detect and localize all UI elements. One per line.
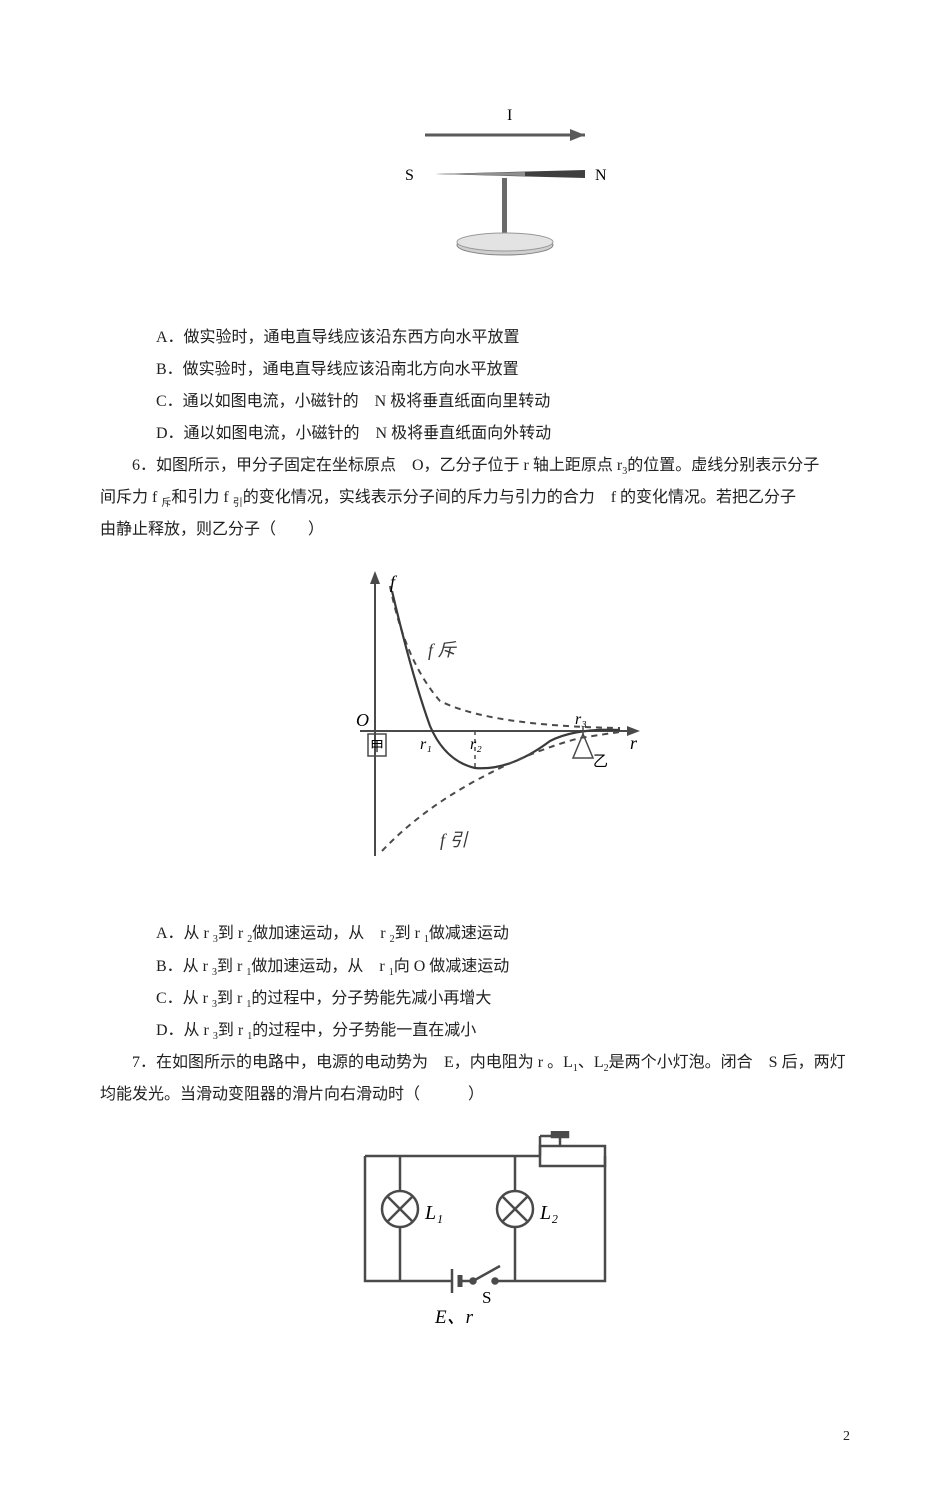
q6-l2bs: 引 [233, 498, 243, 509]
q6-opt-a: A．从 r 3到 r 2做加速运动，从 r 2到 r 1做减速运动 [156, 918, 870, 950]
wire-arrow [570, 129, 585, 141]
q6-l2as: 斥 [161, 498, 171, 509]
label-r2: r₂ [470, 736, 482, 753]
q6-opt-c: C．从 r 3到 r 1的过程中，分子势能先减小再增大 [156, 983, 870, 1015]
compass-needle [435, 170, 585, 178]
stand-pole [502, 178, 507, 238]
q6-svg: f f 斥 f 引 O 甲 r₁ r₂ r₃ r 乙 [320, 566, 650, 876]
page-root: I S N A．做实验时，通电直导线应该沿东西方向水平放置 B．做实验时，通电直… [0, 0, 950, 1491]
label-O: O [356, 710, 369, 730]
q7-figure: L₁ L₂ S E、r [100, 1131, 870, 1343]
label-f-attr: f 引 [440, 830, 470, 850]
q5-opt-c: C．通以如图电流，小磁针的 N 极将垂直纸面向里转动 [156, 386, 870, 418]
label-r: r [630, 733, 638, 753]
q5-figure: I S N [100, 100, 870, 292]
label-f-axis: f [390, 572, 398, 592]
label-N: N [595, 167, 607, 184]
q7-stem-2: 均能发光。当滑动变阻器的滑片向右滑动时（ ） [100, 1079, 870, 1111]
q6-l2a: 间斥力 f [100, 489, 161, 506]
q5-svg: I S N [345, 100, 625, 280]
label-l2: L₂ [539, 1202, 558, 1224]
label-I: I [507, 107, 512, 124]
page-number: 2 [100, 1423, 870, 1451]
q6-l1a: 6．如图所示，甲分子固定在坐标原点 O，乙分子位于 r 轴上距原点 r [132, 457, 622, 474]
q5-opt-a: A．做实验时，通电直导线应该沿东西方向水平放置 [156, 322, 870, 354]
q6-stem-2: 间斥力 f 斥和引力 f 引的变化情况，实线表示分子间的斥力与引力的合力 f 的… [100, 482, 870, 514]
q6-l2c: 的变化情况，实线表示分子间的斥力与引力的合力 f 的变化情况。若把乙分子 [243, 489, 796, 506]
label-er: E、r [434, 1307, 474, 1328]
q6-stem-3: 由静止释放，则乙分子（ ） [100, 514, 870, 546]
q5-options: A．做实验时，通电直导线应该沿东西方向水平放置 B．做实验时，通电直导线应该沿南… [100, 322, 870, 450]
label-r3: r₃ [575, 711, 587, 728]
curve-attr [382, 732, 620, 851]
q5-opt-b: B．做实验时，通电直导线应该沿南北方向水平放置 [156, 354, 870, 386]
label-s: S [482, 1288, 491, 1307]
q7-stem-1: 7．在如图所示的电路中，电源的电动势为 E，内电阻为 r 。L1、L2是两个小灯… [100, 1047, 870, 1079]
label-r1: r₁ [420, 736, 432, 753]
q7-svg: L₁ L₂ S E、r [340, 1131, 630, 1331]
q6-l1b: 的位置。虚线分别表示分子 [627, 457, 819, 474]
q6-opt-b: B．从 r 3到 r 1做加速运动，从 r 1向 O 做减速运动 [156, 951, 870, 983]
stand-base-top [457, 233, 553, 251]
q6-stem-1: 6．如图所示，甲分子固定在坐标原点 O，乙分子位于 r 轴上距原点 r3的位置。… [100, 450, 870, 482]
q6-l2b: 和引力 f [171, 489, 232, 506]
q6-opt-d: D．从 r 3到 r 1的过程中，分子势能一直在减小 [156, 1015, 870, 1047]
label-yi: 乙 [593, 754, 608, 770]
q5-opt-d: D．通以如图电流，小磁针的 N 极将垂直纸面向外转动 [156, 418, 870, 450]
q6-figure: f f 斥 f 引 O 甲 r₁ r₂ r₃ r 乙 [100, 566, 870, 888]
label-S: S [405, 167, 414, 184]
label-f-rep: f 斥 [428, 640, 458, 660]
label-l1: L₁ [424, 1202, 443, 1224]
rheostat [540, 1146, 605, 1166]
label-jia: 甲 [370, 740, 384, 755]
q6-options: A．从 r 3到 r 2做加速运动，从 r 2到 r 1做减速运动 B．从 r … [100, 918, 870, 1047]
sw-node2 [493, 1279, 498, 1284]
y-arrow [370, 571, 380, 584]
